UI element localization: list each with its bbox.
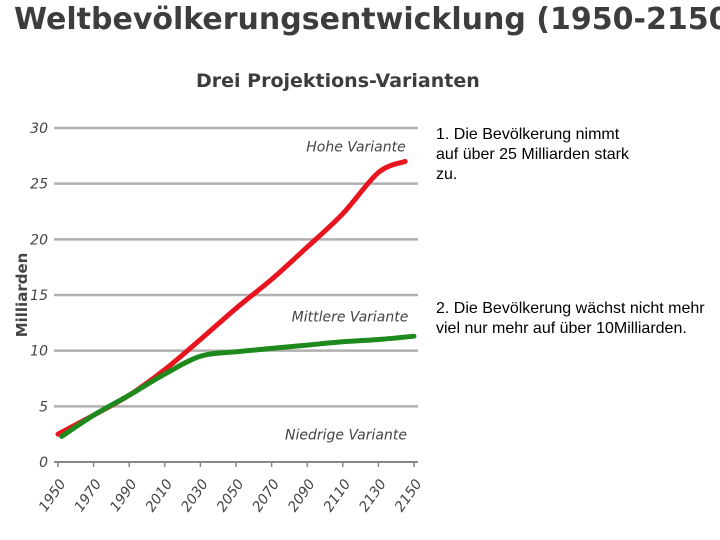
- x-tick-label: 2110: [321, 476, 355, 514]
- label-mittlere-variante: Mittlere Variante: [292, 310, 409, 326]
- x-tick-label: 2090: [285, 476, 319, 514]
- x-tick-label: 2050: [214, 476, 248, 514]
- x-tick-label: 2030: [178, 476, 212, 514]
- note-medium-variant: 2. Die Bevölkerung wächst nicht mehr vie…: [436, 300, 705, 337]
- y-tick-label: 25: [30, 177, 48, 193]
- y-tick-label: 30: [30, 121, 48, 137]
- x-tick-label: 2070: [250, 476, 284, 514]
- y-axis-label: Milliarden: [13, 253, 31, 338]
- x-tick-label: 1970: [72, 476, 106, 514]
- y-tick-label: 0: [39, 455, 48, 471]
- y-tick-label: 10: [30, 344, 48, 360]
- x-tick-label: 2150: [392, 476, 426, 514]
- label-niedrige-variante: Niedrige Variante: [285, 428, 407, 444]
- x-tick-label: 1950: [36, 476, 70, 514]
- x-tick-label: 1990: [107, 476, 141, 514]
- y-tick-label: 15: [30, 288, 48, 304]
- chart-subtitle: Drei Projektions-Varianten: [196, 70, 480, 92]
- page-title: Weltbevölkerungsentwicklung (1950-2150):: [14, 2, 720, 37]
- y-tick-label: 20: [30, 232, 48, 248]
- y-tick-label: 5: [39, 399, 48, 415]
- series-line-hohe-variante: [55, 158, 408, 437]
- series-line-mittlere-variante: [59, 333, 417, 439]
- note-high-variant: 1. Die Bevölkerung nimmt auf über 25 Mil…: [436, 126, 629, 183]
- x-tick-label: 2010: [143, 476, 177, 514]
- x-tick-label: 2130: [356, 476, 390, 514]
- label-hohe-variante: Hohe Variante: [306, 139, 406, 155]
